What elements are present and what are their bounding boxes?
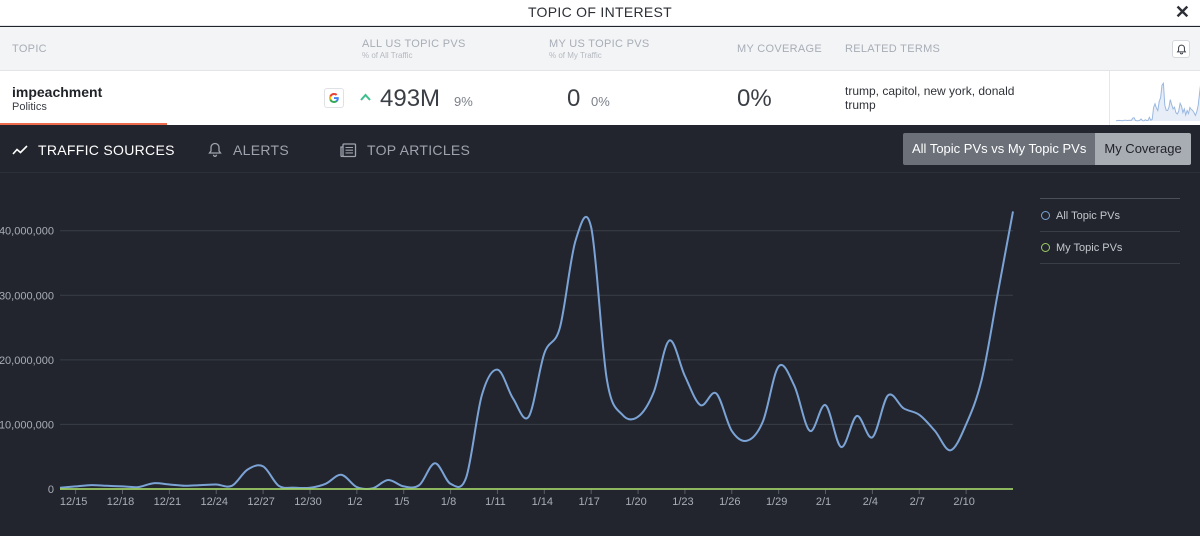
- my-us-topic-pvs-percent: 0%: [591, 94, 610, 109]
- x-tick-label: 1/2: [347, 496, 362, 508]
- bell-icon: [1176, 44, 1186, 54]
- x-tick-label: 1/5: [394, 496, 409, 508]
- x-tick-label: 2/4: [863, 496, 878, 508]
- topic-name: impeachment: [12, 84, 103, 100]
- x-tick-label: 1/8: [441, 496, 456, 508]
- legend-dot-all: [1041, 211, 1050, 220]
- legend-item-my-topic-pvs[interactable]: My Topic PVs: [1040, 232, 1180, 264]
- legend-dot-my: [1041, 243, 1050, 252]
- x-tick-label: 1/11: [485, 496, 506, 508]
- tab-alerts[interactable]: ALERTS: [207, 142, 289, 158]
- y-tick-label: 10,000,000: [0, 419, 54, 431]
- selected-row-indicator: [0, 123, 167, 126]
- x-tick-label: 1/17: [578, 496, 599, 508]
- notification-bell-button[interactable]: [1172, 40, 1190, 58]
- x-tick-label: 2/7: [910, 496, 925, 508]
- series-line-all-topic-pvs: [59, 211, 1014, 491]
- toggle-all-vs-my-pvs[interactable]: All Topic PVs vs My Topic PVs: [903, 133, 1096, 165]
- legend-label-my: My Topic PVs: [1056, 241, 1123, 254]
- tab-traffic-sources[interactable]: TRAFFIC SOURCES: [12, 142, 175, 158]
- traffic-chart: 0 10,000,000 20,000,000 30,000,000 40,000,00…: [0, 174, 1200, 536]
- chart-legend: All Topic PVs My Topic PVs: [1040, 198, 1180, 264]
- bell-icon: [208, 142, 222, 157]
- my-coverage-value: 0%: [737, 85, 772, 112]
- title-bar: TOPIC OF INTEREST ✕: [0, 0, 1200, 26]
- toggle-my-coverage[interactable]: My Coverage: [1095, 133, 1191, 165]
- topic-category: Politics: [12, 101, 47, 113]
- col-topic: TOPIC: [12, 43, 47, 55]
- traffic-chart-svg: 0 10,000,000 20,000,000 30,000,000 40,000,00…: [0, 211, 1014, 508]
- x-tick-label: 12/21: [154, 496, 182, 508]
- y-tick-label: 0: [48, 484, 54, 496]
- trend-up-icon: [360, 93, 371, 101]
- google-source-badge: [324, 88, 344, 108]
- topic-row[interactable]: impeachment Politics 493M 9% 0 0% 0% tru…: [0, 71, 1200, 126]
- x-tick-label: 1/29: [766, 496, 787, 508]
- tab-top-articles[interactable]: TOP ARTICLES: [340, 142, 470, 158]
- sparkline-line: [1115, 81, 1200, 122]
- col-my-us-topic-pvs[interactable]: MY US TOPIC PVS % of My Traffic: [549, 38, 650, 60]
- close-icon[interactable]: ✕: [1174, 2, 1190, 22]
- x-tick-label: 2/10: [953, 496, 974, 508]
- legend-divider: [1040, 198, 1180, 199]
- tab-top-articles-label: TOP ARTICLES: [367, 142, 471, 158]
- x-tick-label: 12/18: [107, 496, 135, 508]
- trend-line-icon: [12, 145, 28, 155]
- google-icon: [328, 92, 339, 104]
- tab-bar: TRAFFIC SOURCES ALERTS TOP ARTICLES All …: [0, 125, 1200, 173]
- x-tick-label: 12/27: [247, 496, 275, 508]
- col-my-coverage[interactable]: MY COVERAGE: [737, 43, 823, 55]
- y-tick-label: 40,000,000: [0, 226, 54, 238]
- window-title: TOPIC OF INTEREST: [527, 4, 673, 20]
- x-tick-label: 12/30: [294, 496, 322, 508]
- x-tick-label: 1/14: [532, 496, 553, 508]
- x-tick-label: 1/20: [625, 496, 646, 508]
- table-header: TOPIC ALL US TOPIC PVS % of All Traffic …: [0, 27, 1200, 71]
- newspaper-icon: [340, 142, 357, 157]
- x-tick-label: 1/26: [719, 496, 740, 508]
- legend-label-all: All Topic PVs: [1056, 209, 1120, 222]
- all-us-topic-pvs-percent: 9%: [454, 94, 473, 109]
- legend-item-all-topic-pvs[interactable]: All Topic PVs: [1040, 200, 1180, 232]
- y-tick-label: 30,000,000: [0, 290, 54, 302]
- x-tick-label: 2/1: [816, 496, 831, 508]
- x-tick-label: 12/24: [200, 496, 228, 508]
- chart-mode-toggle: All Topic PVs vs My Topic PVs My Coverag…: [903, 133, 1191, 165]
- x-tick-label: 12/15: [60, 496, 88, 508]
- y-tick-label: 20,000,000: [0, 355, 54, 367]
- sparkline-area: [1116, 83, 1200, 121]
- related-terms: trump, capitol, new york, donald trump: [845, 84, 1015, 112]
- all-us-topic-pvs-value: 493M: [380, 85, 441, 112]
- col-all-us-topic-pvs[interactable]: ALL US TOPIC PVS % of All Traffic: [362, 38, 466, 60]
- tab-traffic-sources-label: TRAFFIC SOURCES: [38, 142, 175, 158]
- col-related-terms: RELATED TERMS: [845, 43, 941, 55]
- x-tick-label: 1/23: [672, 496, 693, 508]
- sparkline: [1109, 71, 1200, 125]
- tab-alerts-label: ALERTS: [233, 142, 290, 158]
- my-us-topic-pvs-value: 0: [567, 85, 581, 112]
